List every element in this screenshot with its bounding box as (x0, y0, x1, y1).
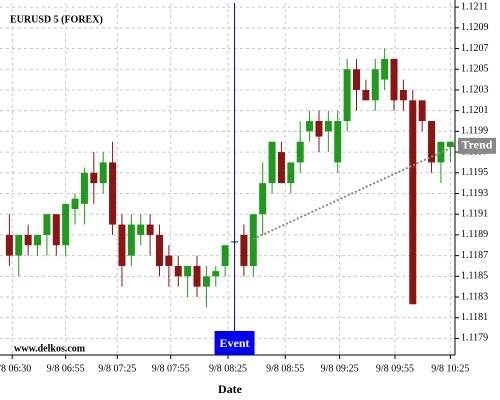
trend-label-box (458, 137, 496, 154)
x-tick-label: 9/8 08:25 (209, 363, 247, 374)
watermark: www.delkos.com (14, 343, 86, 354)
candle-body (109, 162, 117, 225)
candle-body (296, 141, 304, 163)
y-tick-label: 1.1193 (461, 188, 488, 199)
candle-body (221, 245, 229, 266)
candle-body (371, 69, 379, 101)
trend-label: Trend (462, 138, 493, 152)
y-tick-label: 1.1183 (461, 291, 488, 302)
candle-body (428, 121, 436, 163)
candle-body (240, 234, 248, 266)
x-tick-label: 9/8 06:55 (47, 363, 85, 374)
y-tick-label: 1.1201 (461, 105, 489, 116)
candle-body (43, 214, 51, 235)
candle-body (362, 89, 370, 101)
candle-body (399, 89, 407, 101)
x-tick-label: 9/8 09:25 (321, 363, 359, 374)
y-tick-label: 1.1191 (461, 208, 488, 219)
candle-body (352, 69, 360, 90)
y-tick-label: 1.1187 (461, 250, 488, 261)
x-axis-title: Date (218, 382, 243, 396)
candle-body (193, 265, 201, 287)
event-label-box (214, 331, 255, 355)
candle-body (212, 271, 220, 277)
candle-body (5, 234, 13, 256)
candle-body (127, 224, 135, 256)
y-tick-label: 1.1181 (461, 312, 488, 323)
x-tick-label: 9/8 09:55 (376, 363, 414, 374)
candle-body (249, 214, 257, 266)
event-label: Event (220, 336, 250, 350)
candle-body (287, 162, 295, 184)
y-tick-label: 1.1199 (461, 126, 488, 137)
candle-body (80, 172, 88, 204)
candle-body (52, 214, 60, 246)
trend-line (252, 144, 456, 240)
candle-body (324, 121, 332, 132)
candle-body (137, 224, 145, 235)
chart-title: EURUSD 5 (FOREX) (10, 14, 103, 25)
y-tick-label: 1.1189 (461, 229, 488, 240)
candle-body (390, 58, 398, 101)
candle-body (315, 121, 323, 137)
candle-body (409, 100, 417, 305)
y-tick-label: 1.1185 (461, 271, 488, 282)
candle-body (437, 141, 445, 163)
candle-body (334, 121, 342, 163)
candle-body (71, 198, 79, 210)
candle-body (259, 183, 267, 215)
candle-body (99, 162, 107, 184)
x-tick-label: 9/8 07:25 (98, 363, 136, 374)
candle-body (184, 265, 192, 277)
y-tick-label: 1.1209 (461, 22, 489, 33)
candle-body (62, 203, 70, 246)
x-tick-label: 9/8 06:30 (0, 363, 31, 374)
candle-body (202, 276, 210, 287)
y-tick-label: 1.1211 (461, 1, 488, 12)
candle-body (34, 234, 42, 246)
candle-body (277, 152, 285, 184)
candle-body (306, 121, 314, 132)
y-tick-label: 1.1203 (461, 84, 489, 95)
candle-body (146, 224, 154, 235)
y-tick-label: 1.1195 (461, 167, 488, 178)
candle-body (174, 265, 182, 277)
y-tick-label: 1.1179 (461, 333, 488, 344)
candle-body (381, 58, 389, 80)
x-tick-label: 9/8 07:55 (152, 363, 190, 374)
candle-body (446, 141, 454, 147)
candle-body (165, 255, 173, 266)
candle-body (90, 172, 98, 184)
y-tick-label: 1.1205 (461, 64, 489, 75)
x-tick-label: 9/8 10:25 (431, 363, 469, 374)
candle-body (15, 234, 23, 256)
candle-body (118, 224, 126, 266)
x-tick-label: 9/8 08:55 (266, 363, 304, 374)
candle-body (24, 234, 32, 246)
candle-body (343, 69, 351, 122)
y-tick-label: 1.1207 (461, 43, 489, 54)
candle-body (418, 100, 426, 122)
candle-body (268, 141, 276, 184)
candle-body (155, 234, 163, 266)
